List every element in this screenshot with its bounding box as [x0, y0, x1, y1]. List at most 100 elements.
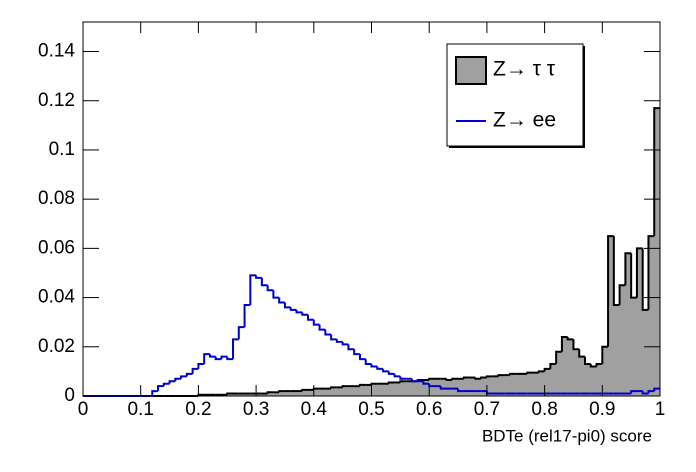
hist-bar	[233, 393, 240, 396]
hist-step	[353, 349, 360, 356]
hist-edge	[630, 253, 637, 299]
hist-bar	[544, 368, 551, 396]
y-tick-label: 0.02	[38, 336, 75, 357]
hist-step	[422, 381, 430, 385]
hist-step	[399, 376, 407, 380]
hist-step	[237, 326, 245, 340]
hist-step	[197, 363, 205, 369]
hist-bar	[458, 378, 465, 396]
hist-step	[347, 344, 355, 351]
hist-edge	[508, 372, 516, 376]
hist-bar	[319, 388, 326, 396]
hist-bar	[631, 297, 638, 396]
hist-edge	[462, 376, 470, 379]
hist-edge	[485, 375, 493, 378]
hist-step	[214, 356, 222, 361]
x-tick-label: 0.3	[243, 399, 269, 420]
hist-bar	[290, 391, 297, 396]
hist-bar	[463, 377, 470, 396]
hist-bar	[238, 393, 245, 396]
x-tick-label: 0.2	[185, 399, 211, 420]
y-tick-label: 0.06	[38, 237, 75, 258]
hist-bar	[515, 373, 522, 396]
x-tick-label: 0.8	[531, 399, 557, 420]
hist-bar	[613, 304, 620, 396]
hist-edge	[601, 345, 609, 365]
hist-step	[364, 359, 372, 366]
hist-step	[168, 380, 176, 384]
hist-step	[318, 324, 326, 331]
x-tick-label: 0.7	[474, 399, 500, 420]
hist-step	[151, 390, 159, 396]
hist-bar	[423, 380, 430, 396]
hist-edge	[647, 235, 655, 310]
hist-bar	[331, 387, 338, 396]
hist-edge	[560, 335, 568, 352]
hist-bar	[377, 383, 384, 396]
hist-edge	[537, 370, 545, 373]
hist-edge	[451, 377, 459, 381]
hist-bar	[538, 371, 545, 396]
hist-bar	[567, 339, 574, 396]
x-tick-label: 0.4	[301, 399, 328, 420]
y-tick-label: 0.12	[38, 90, 75, 111]
hist-bar	[521, 373, 528, 396]
hist-bar	[654, 108, 661, 397]
hist-bar	[625, 253, 632, 396]
hist-edge	[370, 382, 378, 385]
hist-step	[370, 364, 378, 368]
hist-step	[647, 390, 655, 394]
hist-bar	[429, 378, 436, 396]
hist-step	[243, 303, 251, 328]
hist-bar	[573, 349, 580, 396]
hist-step	[653, 387, 660, 392]
hist-step	[289, 307, 297, 311]
hist-edge	[635, 247, 643, 298]
hist-bar	[365, 384, 372, 396]
y-tick-label: 0.08	[38, 188, 75, 209]
hist-bar	[556, 351, 563, 396]
hist-bar	[302, 389, 309, 396]
hist-edge	[618, 284, 626, 305]
hist-bar	[411, 381, 418, 396]
hist-bar	[325, 388, 332, 396]
x-tick-label: 1	[655, 399, 666, 420]
hist-bar	[492, 376, 499, 396]
hist-bar	[619, 285, 626, 396]
hist-step	[457, 388, 464, 393]
hist-step	[191, 367, 199, 374]
hist-step	[180, 375, 187, 379]
hist-edge	[266, 391, 274, 394]
hist-bar	[388, 382, 395, 396]
y-tick-label: 0	[64, 385, 75, 406]
hist-bar	[561, 336, 568, 396]
hist-edge	[278, 390, 285, 393]
hist-edge	[583, 356, 591, 366]
hist-bar	[636, 248, 643, 396]
legend-label: Z→ ee	[493, 109, 556, 132]
hist-step	[341, 341, 349, 346]
hist-bar	[250, 393, 257, 396]
hist-bar	[584, 364, 592, 396]
hist-edge	[572, 339, 580, 351]
hist-bar	[417, 380, 424, 396]
hist-step	[185, 372, 193, 377]
hist-bar	[400, 381, 407, 396]
hist-bar	[533, 372, 540, 396]
y-tick-label: 0.14	[38, 41, 75, 62]
hist-step	[232, 338, 239, 360]
hist-edge	[543, 367, 551, 372]
legend-label: Z→ τ τ	[493, 58, 556, 81]
hist-bar	[308, 389, 315, 396]
hist-bar	[648, 236, 655, 396]
hist-bar	[342, 386, 349, 396]
hist-bar	[354, 386, 361, 396]
hist-step	[358, 354, 366, 361]
hist-bar	[284, 391, 292, 396]
hist-edge	[497, 374, 505, 377]
hist-bar	[336, 387, 343, 396]
hist-edge	[358, 383, 366, 387]
hist-step	[272, 290, 280, 299]
hist-edge	[226, 392, 234, 395]
hist-step	[255, 275, 262, 279]
